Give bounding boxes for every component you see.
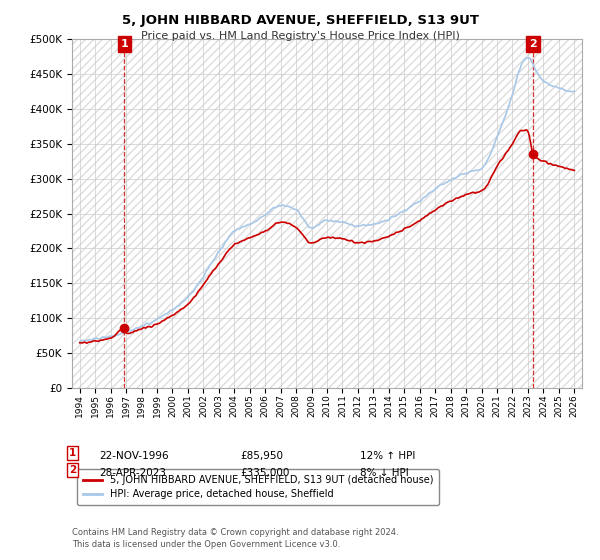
Text: 12% ↑ HPI: 12% ↑ HPI <box>360 451 415 461</box>
Text: Contains HM Land Registry data © Crown copyright and database right 2024.
This d: Contains HM Land Registry data © Crown c… <box>72 528 398 549</box>
Text: 1: 1 <box>69 449 76 459</box>
Text: 5, JOHN HIBBARD AVENUE, SHEFFIELD, S13 9UT: 5, JOHN HIBBARD AVENUE, SHEFFIELD, S13 9… <box>121 14 479 27</box>
Legend: 5, JOHN HIBBARD AVENUE, SHEFFIELD, S13 9UT (detached house), HPI: Average price,: 5, JOHN HIBBARD AVENUE, SHEFFIELD, S13 9… <box>77 469 439 505</box>
Text: £85,950: £85,950 <box>240 451 283 461</box>
Text: Price paid vs. HM Land Registry's House Price Index (HPI): Price paid vs. HM Land Registry's House … <box>140 31 460 41</box>
Text: 8% ↓ HPI: 8% ↓ HPI <box>360 468 409 478</box>
Text: 22-NOV-1996: 22-NOV-1996 <box>99 451 169 461</box>
Text: £335,000: £335,000 <box>240 468 289 478</box>
Text: 28-APR-2023: 28-APR-2023 <box>99 468 166 478</box>
Text: 2: 2 <box>529 39 537 49</box>
Text: 1: 1 <box>121 39 128 49</box>
Text: 2: 2 <box>69 465 76 475</box>
